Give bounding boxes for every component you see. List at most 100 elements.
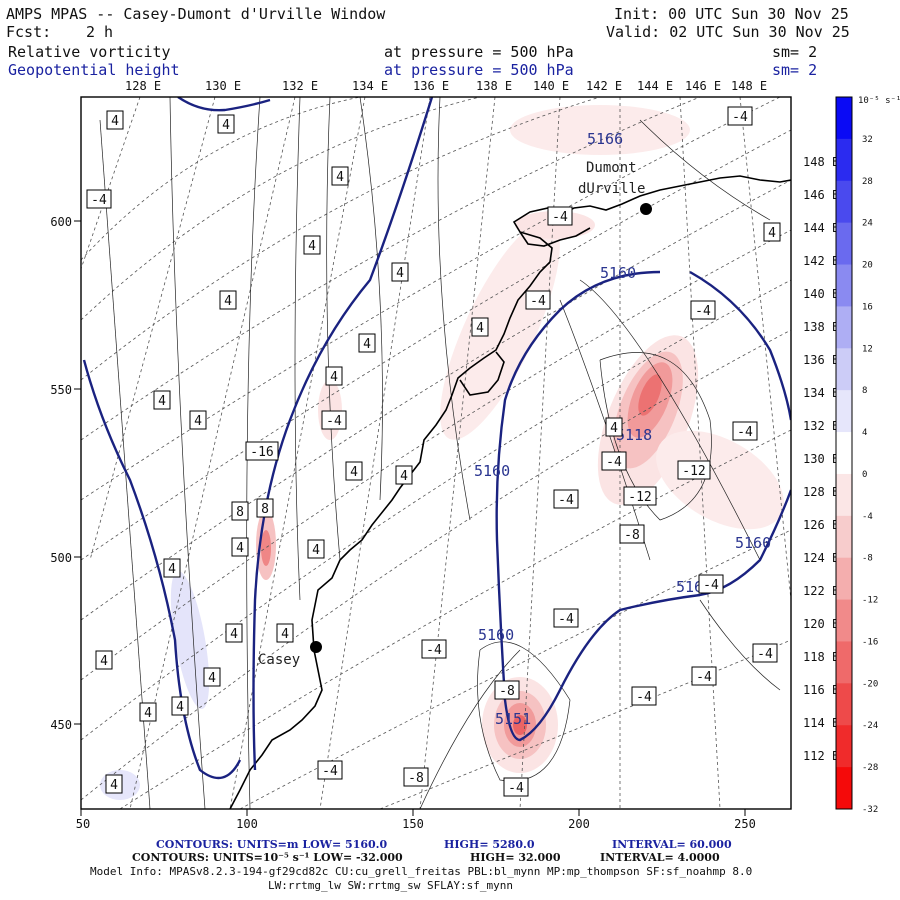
field2-smoothing: sm= 2 xyxy=(772,61,818,79)
top-lon-label: 132 E xyxy=(282,79,318,93)
svg-text:-12: -12 xyxy=(682,464,705,479)
svg-text:8: 8 xyxy=(236,505,244,520)
y-tick-label: 550 xyxy=(50,383,72,397)
svg-text:-4: -4 xyxy=(558,493,574,508)
colorbar-swatch xyxy=(836,180,852,224)
svg-text:4: 4 xyxy=(194,414,202,429)
height-label: 5160 xyxy=(735,534,771,552)
forecast-hours: 2 h xyxy=(86,23,114,41)
right-lon-label: 122 E xyxy=(803,584,839,598)
vorticity-label: 4 xyxy=(358,333,376,353)
svg-text:4: 4 xyxy=(312,543,320,558)
vorticity-label: 4 xyxy=(331,166,349,186)
vorticity-label: -4 xyxy=(86,189,112,209)
footer-vorticity-contours: CONTOURS: UNITS=10⁻⁵ s⁻¹ LOW= -32.000 xyxy=(132,851,403,864)
x-tick-label: 150 xyxy=(402,817,424,831)
colorbar-label: 4 xyxy=(862,428,867,438)
colorbar-label: 28 xyxy=(862,177,873,187)
colorbar-label: -24 xyxy=(862,721,878,731)
colorbar-label: -12 xyxy=(862,596,878,606)
station-durville: dUrville xyxy=(578,181,645,197)
svg-text:4: 4 xyxy=(400,469,408,484)
svg-text:-4: -4 xyxy=(552,210,568,225)
svg-text:4: 4 xyxy=(168,562,176,577)
colorbar-label: 0 xyxy=(862,470,867,480)
vorticity-label: -4 xyxy=(732,421,758,441)
colorbar-swatch xyxy=(836,683,852,726)
top-lon-label: 142 E xyxy=(586,79,622,93)
vorticity-label: 4 xyxy=(471,317,489,337)
colorbar-swatch xyxy=(836,348,852,391)
svg-text:-4: -4 xyxy=(636,690,652,705)
vorticity-label: 8 xyxy=(256,498,274,518)
svg-text:4: 4 xyxy=(230,627,238,642)
colorbar-label: 32 xyxy=(862,135,873,145)
right-lon-label: 138 E xyxy=(803,320,839,334)
vorticity-label: -4 xyxy=(752,643,778,663)
vorticity-label: -4 xyxy=(321,410,347,430)
vorticity-label: 4 xyxy=(106,110,124,130)
station-dumont: Dumont xyxy=(586,160,637,176)
vorticity-label: 4 xyxy=(217,114,235,134)
vorticity-label: -4 xyxy=(503,777,529,797)
svg-text:4: 4 xyxy=(768,226,776,241)
vorticity-label: -4 xyxy=(547,206,573,226)
svg-text:4: 4 xyxy=(208,671,216,686)
vorticity-label: -4 xyxy=(698,574,724,594)
colorbar-label: -32 xyxy=(862,805,878,815)
vorticity-label: 4 xyxy=(231,537,249,557)
right-lon-label: 120 E xyxy=(803,617,839,631)
colorbar-swatch xyxy=(836,390,852,433)
vorticity-label: 4 xyxy=(605,417,623,437)
svg-text:-4: -4 xyxy=(696,670,712,685)
colorbar: 32 28 24 20 16 12 8 4 0 -4 -8 -12 -16 -20 -24 -28 -32 xyxy=(835,96,878,815)
right-lon-label: 142 E xyxy=(803,254,839,268)
svg-text:4: 4 xyxy=(222,118,230,133)
height-label: 5151 xyxy=(495,710,531,728)
right-lon-label: 132 E xyxy=(803,419,839,433)
footer-vorticity-interval: INTERVAL= 4.0000 xyxy=(600,851,720,864)
svg-text:4: 4 xyxy=(476,321,484,336)
vorticity-label: -4 xyxy=(601,451,627,471)
x-tick-label: 250 xyxy=(734,817,756,831)
vorticity-label: -16 xyxy=(245,441,279,461)
top-lon-label: 146 E xyxy=(685,79,721,93)
forecast-label: Fcst: xyxy=(6,23,52,41)
svg-text:4: 4 xyxy=(236,541,244,556)
field2-name: Geopotential height xyxy=(8,61,180,79)
colorbar-swatch xyxy=(836,432,852,475)
vorticity-label: 4 xyxy=(307,539,325,559)
svg-text:8: 8 xyxy=(261,502,269,517)
svg-text:4: 4 xyxy=(396,266,404,281)
colorbar-label: -20 xyxy=(862,679,878,689)
field2-level: at pressure = 500 hPa xyxy=(384,61,574,79)
svg-text:4: 4 xyxy=(281,627,289,642)
vorticity-label: 4 xyxy=(276,623,294,643)
y-tick-label: 450 xyxy=(50,718,72,732)
svg-text:4: 4 xyxy=(350,465,358,480)
vorticity-label: 4 xyxy=(325,366,343,386)
field1-smoothing: sm= 2 xyxy=(772,43,818,61)
svg-text:4: 4 xyxy=(308,239,316,254)
right-lon-label: 114 E xyxy=(803,716,839,730)
svg-text:-4: -4 xyxy=(326,414,342,429)
colorbar-swatch xyxy=(836,725,852,768)
svg-text:4: 4 xyxy=(224,294,232,309)
svg-text:-4: -4 xyxy=(606,455,622,470)
right-lon-label: 136 E xyxy=(803,353,839,367)
height-label: 5160 xyxy=(600,264,636,282)
height-label: 5166 xyxy=(587,130,623,148)
svg-text:-4: -4 xyxy=(91,193,107,208)
vorticity-label: -4 xyxy=(631,686,657,706)
footer-model-info-2: LW:rrtmg_lw SW:rrtmg_sw SFLAY:sf_mynn xyxy=(268,879,514,892)
height-label: 5118 xyxy=(616,426,652,444)
svg-text:-4: -4 xyxy=(530,294,546,309)
vorticity-label: -8 xyxy=(494,680,520,700)
colorbar-label: -8 xyxy=(862,554,873,564)
vorticity-label: -4 xyxy=(421,639,447,659)
svg-text:-4: -4 xyxy=(426,643,442,658)
vorticity-label: -4 xyxy=(691,666,717,686)
top-lon-label: 128 E xyxy=(125,79,161,93)
lat-lon-grid xyxy=(81,97,791,809)
